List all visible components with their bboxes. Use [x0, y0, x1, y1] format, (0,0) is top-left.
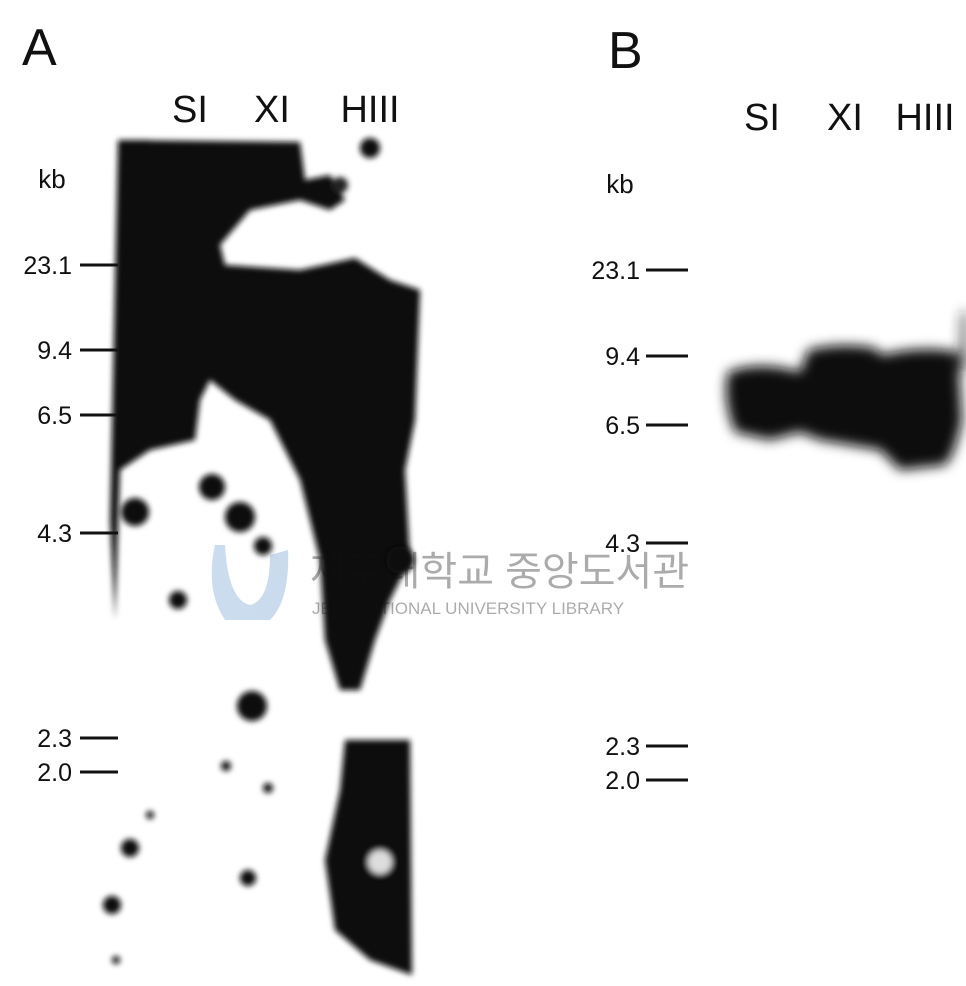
- panel-label: B: [608, 22, 643, 80]
- size-marker-label: 4.3: [37, 520, 72, 548]
- size-marker-label: 6.5: [37, 402, 72, 430]
- panel-label: A: [22, 19, 57, 77]
- size-marker-label: 2.3: [605, 733, 640, 761]
- size-marker-label: 2.3: [37, 725, 72, 753]
- unit-label: kb: [38, 164, 65, 194]
- size-marker-label: 23.1: [591, 257, 640, 285]
- size-marker-label: 23.1: [23, 252, 72, 280]
- size-marker-label: 2.0: [605, 767, 640, 795]
- size-marker-label: 9.4: [37, 337, 72, 365]
- lane-label: HIII: [340, 89, 399, 131]
- lane-label: XI: [254, 89, 290, 131]
- lane-label: HIII: [895, 97, 954, 139]
- figure: 제주대학교 중앙도서관 JEJU NATIONAL UNIVERSITY LIB…: [0, 0, 966, 981]
- size-marker-label: 9.4: [605, 343, 640, 371]
- lane-label: SI: [744, 97, 780, 139]
- blot-b: [726, 312, 966, 470]
- watermark-subtitle: JEJU NATIONAL UNIVERSITY LIBRARY: [312, 599, 624, 618]
- size-marker-label: 4.3: [605, 530, 640, 558]
- unit-label: kb: [606, 169, 633, 199]
- lane-label: XI: [827, 97, 863, 139]
- lane-label: SI: [172, 89, 208, 131]
- size-marker-label: 6.5: [605, 412, 640, 440]
- size-marker-label: 2.0: [37, 759, 72, 787]
